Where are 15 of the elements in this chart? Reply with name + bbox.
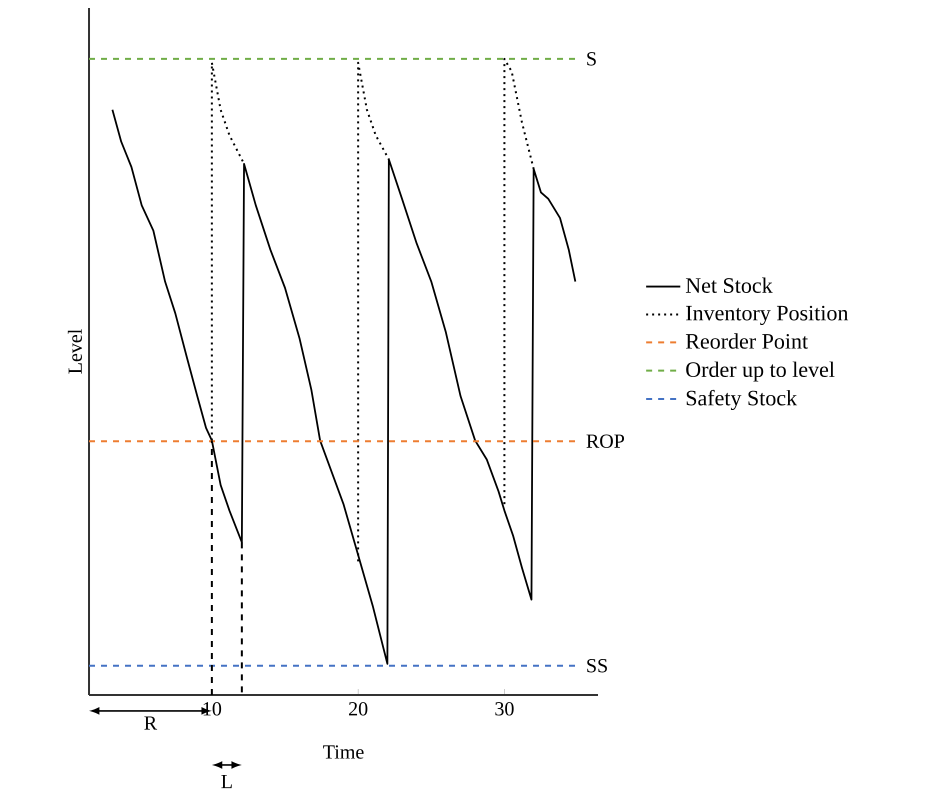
legend-label: Order up to level xyxy=(686,362,835,382)
legend-label: Net Stock xyxy=(686,277,773,293)
legend-label: Safety Stock xyxy=(686,390,798,410)
legend-label: Reorder Point xyxy=(686,333,808,349)
annotation: S xyxy=(587,52,596,66)
x-tick-label: 20 xyxy=(349,702,368,716)
x-tick-label: 30 xyxy=(495,702,514,716)
text: L xyxy=(221,774,232,788)
annotation: SS xyxy=(587,659,607,672)
legend-label: Inventory Position xyxy=(686,306,848,326)
annotation: ROP xyxy=(586,434,624,448)
text: R xyxy=(144,716,158,730)
x-axis-title: Time xyxy=(323,745,364,759)
y-axis-title: Level xyxy=(68,329,82,374)
x-tick-label: 10 xyxy=(204,702,222,716)
